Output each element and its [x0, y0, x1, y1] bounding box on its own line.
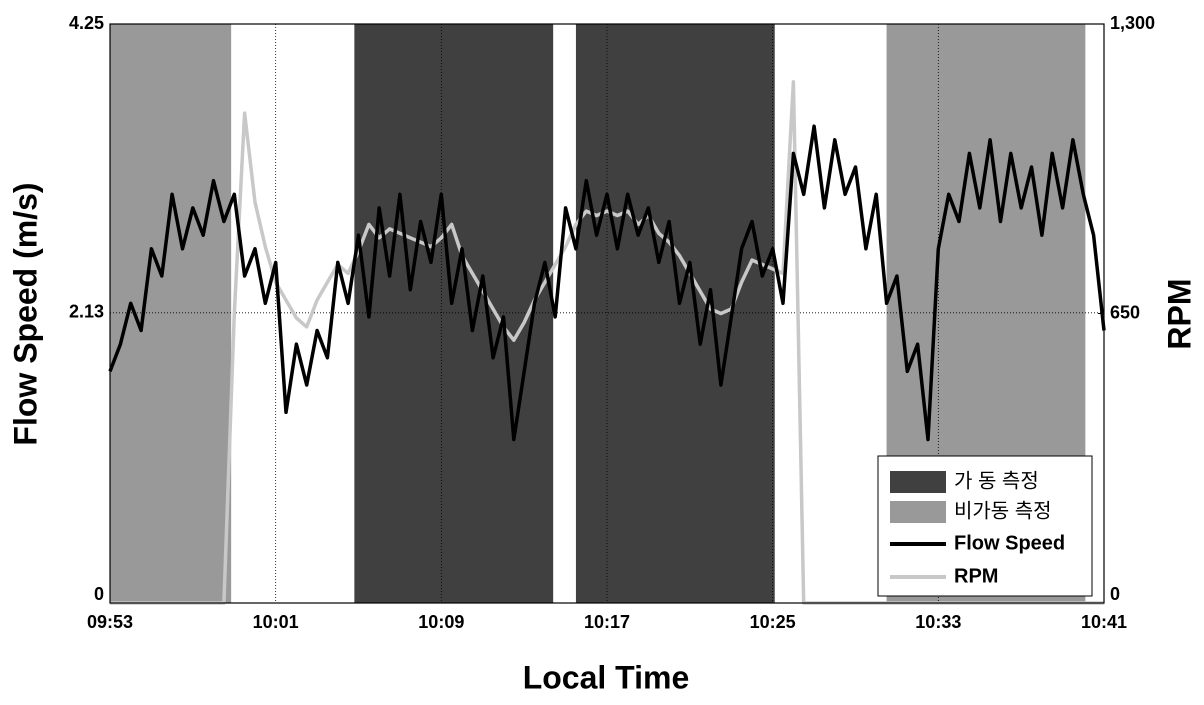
x-tick-label: 10:41	[1081, 612, 1127, 632]
y2-tick-label: 0	[1110, 584, 1120, 604]
x-tick-label: 10:17	[584, 612, 630, 632]
legend-swatch	[890, 501, 946, 523]
legend-swatch	[890, 471, 946, 493]
y2-tick-label: 650	[1110, 302, 1140, 322]
legend-label: Flow Speed	[954, 532, 1065, 554]
x-tick-label: 09:53	[87, 612, 133, 632]
y-tick-label: 0	[94, 584, 104, 604]
x-tick-label: 10:01	[253, 612, 299, 632]
y-axis-label: Flow Speed (m/s)	[7, 182, 43, 445]
shaded-region	[354, 24, 554, 603]
y-tick-label: 2.13	[69, 302, 104, 322]
shaded-region	[110, 24, 232, 603]
x-tick-label: 10:25	[750, 612, 796, 632]
x-axis-label: Local Time	[523, 659, 690, 695]
shaded-region	[575, 24, 775, 603]
legend-label: RPM	[954, 565, 998, 587]
plot-frame	[109, 23, 1105, 604]
y2-tick-label: 1,300	[1110, 13, 1155, 33]
y2-axis-label: RPM	[1161, 278, 1197, 349]
y-tick-label: 4.25	[69, 13, 104, 33]
legend-label: 가 동 측정	[954, 469, 1039, 492]
legend-label: 비가동 측정	[954, 499, 1052, 522]
x-tick-label: 10:33	[915, 612, 961, 632]
x-tick-label: 10:09	[418, 612, 464, 632]
series-line	[108, 124, 1106, 442]
